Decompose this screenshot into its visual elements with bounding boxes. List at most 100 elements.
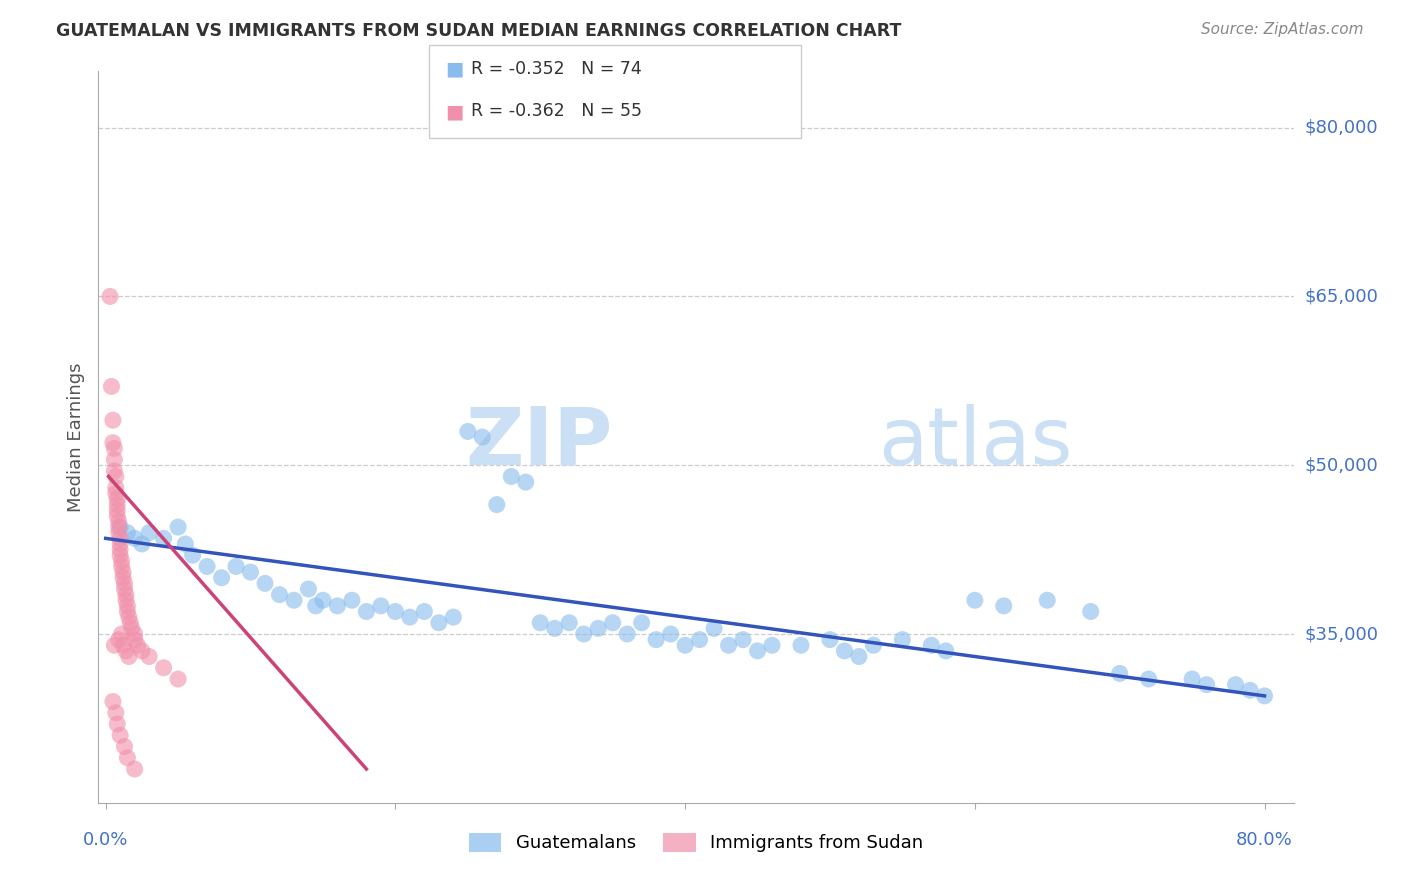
Point — [101, 435, 124, 450]
Point — [107, 515, 129, 529]
Point — [105, 503, 128, 517]
Point — [118, 649, 141, 664]
Text: R = -0.352   N = 74: R = -0.352 N = 74 — [471, 60, 641, 78]
Point — [120, 615, 142, 630]
Point — [790, 638, 813, 652]
Point — [630, 615, 652, 630]
Point — [98, 289, 121, 303]
Point — [112, 571, 135, 585]
Point — [117, 525, 139, 540]
Point — [117, 605, 139, 619]
Point — [731, 632, 754, 647]
Text: ZIP: ZIP — [465, 404, 613, 482]
Point — [195, 559, 218, 574]
Y-axis label: Median Earnings: Median Earnings — [66, 362, 84, 512]
Point — [356, 605, 378, 619]
Point — [114, 582, 136, 596]
Point — [1137, 672, 1160, 686]
Point — [112, 565, 135, 579]
Point — [138, 649, 160, 664]
Point — [848, 649, 870, 664]
Text: $50,000: $50,000 — [1305, 456, 1378, 475]
Point — [761, 638, 783, 652]
Point — [101, 413, 124, 427]
Text: Source: ZipAtlas.com: Source: ZipAtlas.com — [1201, 22, 1364, 37]
Point — [645, 632, 668, 647]
Point — [108, 548, 131, 562]
Point — [935, 644, 957, 658]
Point — [659, 627, 682, 641]
Point — [104, 706, 127, 720]
Point — [104, 481, 127, 495]
Point — [963, 593, 986, 607]
Point — [586, 621, 609, 635]
Text: $65,000: $65,000 — [1305, 287, 1378, 305]
Text: ■: ■ — [446, 59, 464, 78]
Point — [1036, 593, 1059, 607]
Point — [370, 599, 392, 613]
Text: ■: ■ — [446, 102, 464, 121]
Point — [167, 672, 190, 686]
Point — [115, 644, 138, 658]
Point — [891, 632, 914, 647]
Point — [717, 638, 740, 652]
Point — [181, 548, 204, 562]
Text: $35,000: $35,000 — [1305, 625, 1379, 643]
Point — [110, 554, 132, 568]
Point — [427, 615, 450, 630]
Point — [616, 627, 638, 641]
Point — [413, 605, 436, 619]
Point — [103, 464, 125, 478]
Point — [283, 593, 305, 607]
Point — [818, 632, 841, 647]
Text: 80.0%: 80.0% — [1236, 831, 1294, 849]
Point — [529, 615, 551, 630]
Point — [167, 520, 190, 534]
Point — [1181, 672, 1204, 686]
Point — [211, 571, 233, 585]
Legend: Guatemalans, Immigrants from Sudan: Guatemalans, Immigrants from Sudan — [461, 826, 931, 860]
Point — [124, 532, 146, 546]
Point — [108, 532, 131, 546]
Point — [305, 599, 328, 613]
Point — [107, 520, 129, 534]
Point — [993, 599, 1015, 613]
Point — [131, 537, 153, 551]
Point — [225, 559, 247, 574]
Point — [107, 525, 129, 540]
Point — [108, 520, 131, 534]
Point — [105, 491, 128, 506]
Point — [112, 638, 135, 652]
Point — [104, 486, 127, 500]
Point — [834, 644, 856, 658]
Point — [1195, 678, 1218, 692]
Point — [747, 644, 769, 658]
Point — [544, 621, 567, 635]
Point — [103, 638, 125, 652]
Point — [572, 627, 595, 641]
Point — [862, 638, 884, 652]
Point — [703, 621, 725, 635]
Point — [108, 542, 131, 557]
Point — [117, 599, 139, 613]
Point — [131, 644, 153, 658]
Point — [115, 593, 138, 607]
Text: GUATEMALAN VS IMMIGRANTS FROM SUDAN MEDIAN EARNINGS CORRELATION CHART: GUATEMALAN VS IMMIGRANTS FROM SUDAN MEDI… — [56, 22, 901, 40]
Point — [340, 593, 363, 607]
Point — [673, 638, 696, 652]
Point — [1253, 689, 1275, 703]
Point — [110, 627, 132, 641]
Point — [253, 576, 276, 591]
Point — [118, 610, 141, 624]
Point — [441, 610, 464, 624]
Point — [326, 599, 349, 613]
Point — [117, 751, 139, 765]
Point — [105, 508, 128, 523]
Point — [1080, 605, 1102, 619]
Text: R = -0.362   N = 55: R = -0.362 N = 55 — [471, 103, 643, 120]
Point — [103, 452, 125, 467]
Point — [239, 565, 262, 579]
Text: 0.0%: 0.0% — [83, 831, 128, 849]
Point — [107, 632, 129, 647]
Point — [602, 615, 624, 630]
